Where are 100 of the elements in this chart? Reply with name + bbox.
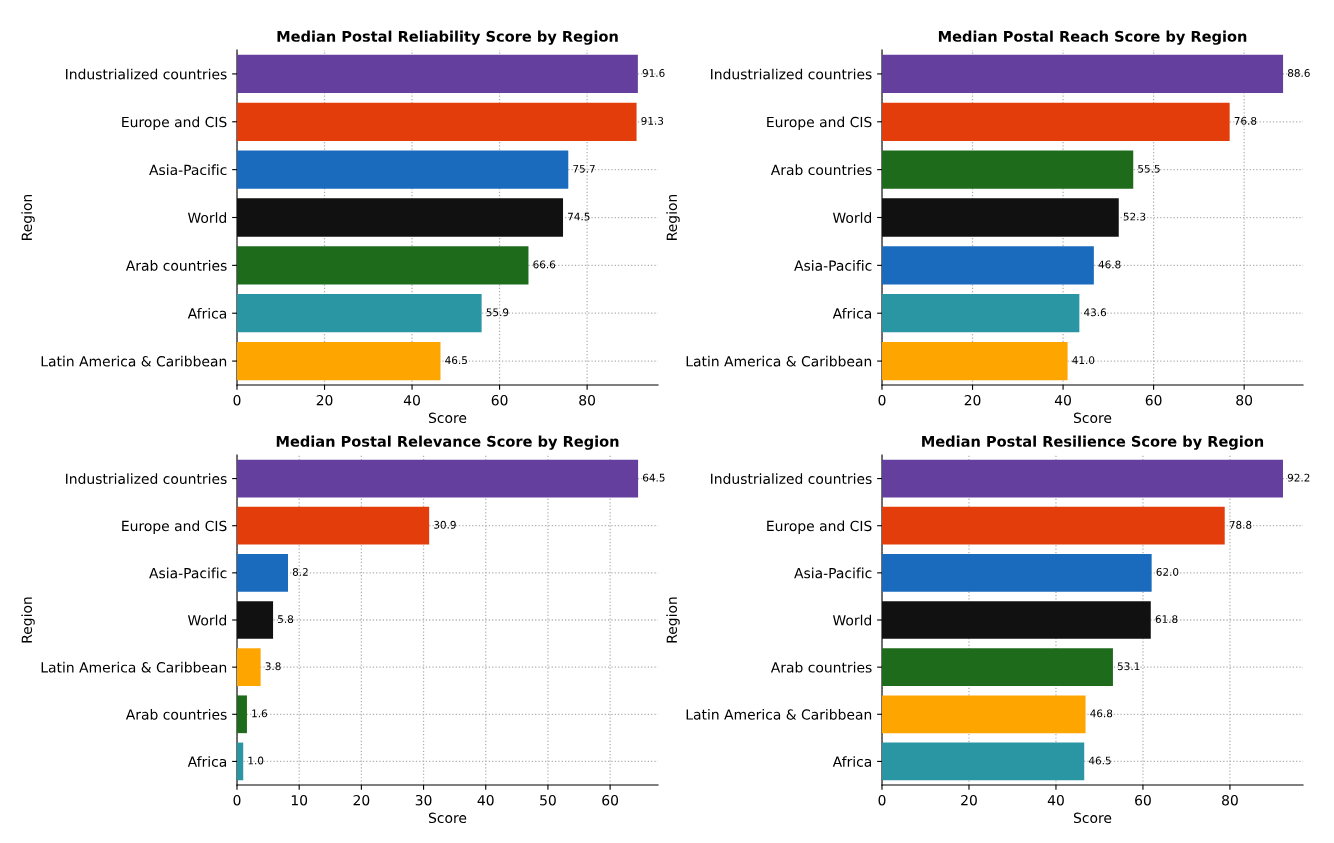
- bar: [882, 294, 1080, 333]
- bar: [882, 506, 1225, 545]
- data-label: 61.8: [1155, 615, 1178, 624]
- x-tick-label: 80: [579, 394, 596, 406]
- data-label: 46.8: [1098, 260, 1121, 269]
- x-tick-label: 20: [353, 794, 370, 806]
- y-axis-title: Region: [666, 194, 680, 240]
- data-label: 91.6: [642, 69, 665, 77]
- bar: [882, 341, 1068, 381]
- bar: [237, 648, 261, 686]
- chart-title: Median Postal Reliability Score by Region: [277, 30, 618, 45]
- data-label: 55.5: [1138, 164, 1160, 173]
- y-tick-label: Europe and CIS: [767, 116, 872, 130]
- bar: [237, 554, 288, 592]
- x-tick-label: 20: [316, 394, 333, 406]
- y-tick-label: World: [187, 614, 227, 626]
- bar: [882, 648, 1113, 686]
- y-tick-label: Arab countries: [770, 661, 872, 673]
- x-tick-label: 40: [1047, 794, 1064, 806]
- bar: [237, 742, 244, 781]
- y-axis-title: Region: [21, 597, 35, 643]
- bar: [882, 695, 1086, 734]
- data-label: 46.5: [1088, 756, 1111, 765]
- x-tick-label: 60: [1135, 794, 1151, 806]
- x-tick-label: 40: [477, 794, 494, 806]
- bar: [237, 102, 637, 141]
- bar: [882, 198, 1119, 237]
- data-label: 5.8: [278, 615, 294, 624]
- chart-title: Median Postal Relevance Score by Region: [276, 435, 619, 450]
- data-label: 92.2: [1287, 473, 1310, 482]
- data-label: 53.1: [1117, 662, 1140, 671]
- bar: [882, 150, 1134, 189]
- x-tick-label: 80: [1222, 794, 1238, 806]
- y-tick-label: Arab countries: [770, 164, 872, 176]
- x-tick-label: 0: [878, 794, 886, 806]
- bar: [237, 341, 441, 381]
- y-tick-label: Industrialized countries: [66, 68, 227, 80]
- x-axis-title: Score: [1073, 412, 1112, 424]
- y-axis-title: Region: [21, 194, 35, 240]
- bar: [882, 459, 1283, 498]
- bar: [882, 54, 1284, 94]
- x-tick-label: 60: [602, 794, 619, 806]
- x-axis-title: Score: [1073, 812, 1112, 824]
- x-tick-label: 0: [233, 394, 241, 406]
- y-tick-label: World: [187, 212, 227, 223]
- data-label: 52.3: [1123, 212, 1146, 221]
- y-tick-label: Latin America & Caribbean: [686, 355, 872, 367]
- y-tick-label: Africa: [832, 307, 872, 319]
- x-tick-label: 10: [291, 794, 308, 806]
- data-label: 3.8: [265, 662, 281, 671]
- x-tick-label: 0: [878, 394, 886, 406]
- y-tick-label: Africa: [187, 307, 227, 319]
- x-tick-label: 40: [403, 394, 420, 406]
- y-tick-label: Industrialized countries: [711, 473, 872, 485]
- data-label: 1.0: [248, 756, 264, 765]
- data-label: 46.5: [445, 356, 467, 365]
- y-tick-label: Industrialized countries: [711, 68, 872, 80]
- bar: [882, 742, 1085, 781]
- data-label: 8.2: [292, 568, 308, 576]
- data-label: 43.6: [1084, 308, 1107, 317]
- bar: [237, 150, 569, 189]
- x-tick-label: 60: [1145, 394, 1162, 406]
- bar: [237, 198, 564, 237]
- chart-title: Median Postal Resilience Score by Region: [922, 435, 1264, 450]
- bar: [237, 506, 430, 545]
- y-tick-label: Europe and CIS: [122, 520, 227, 534]
- data-label: 75.7: [573, 164, 595, 173]
- x-axis-title: Score: [428, 412, 467, 424]
- bar: [237, 294, 482, 333]
- data-label: 41.0: [1072, 356, 1095, 365]
- x-tick-label: 20: [961, 794, 977, 806]
- data-label: 91.3: [641, 116, 664, 125]
- x-tick-label: 60: [491, 394, 508, 406]
- bar: [237, 246, 529, 285]
- data-label: 74.5: [568, 212, 590, 221]
- bar: [237, 54, 638, 94]
- data-label: 55.9: [486, 308, 509, 317]
- y-tick-label: Africa: [832, 756, 872, 767]
- y-tick-label: Arab countries: [125, 709, 227, 720]
- y-tick-label: Arab countries: [125, 260, 227, 271]
- y-tick-label: Industrialized countries: [66, 473, 227, 485]
- y-tick-label: World: [832, 212, 872, 223]
- bar: [237, 459, 639, 498]
- data-label: 66.6: [533, 260, 556, 269]
- data-label: 78.8: [1229, 520, 1252, 529]
- y-tick-label: Latin America & Caribbean: [41, 661, 227, 673]
- y-tick-label: Latin America & Caribbean: [41, 355, 227, 367]
- y-tick-label: World: [832, 614, 872, 626]
- data-label: 46.8: [1090, 709, 1113, 718]
- x-tick-label: 0: [233, 794, 241, 806]
- y-tick-label: Latin America & Caribbean: [686, 709, 872, 720]
- y-axis-title: Region: [666, 597, 680, 643]
- y-tick-label: Asia-Pacific: [149, 164, 227, 176]
- data-label: 88.6: [1287, 69, 1310, 77]
- y-tick-label: Asia-Pacific: [794, 567, 872, 579]
- y-tick-label: Europe and CIS: [122, 116, 227, 130]
- y-tick-label: Africa: [187, 756, 227, 767]
- chart-title: Median Postal Reach Score by Region: [938, 30, 1247, 45]
- bar: [882, 554, 1152, 592]
- bar: [237, 601, 274, 639]
